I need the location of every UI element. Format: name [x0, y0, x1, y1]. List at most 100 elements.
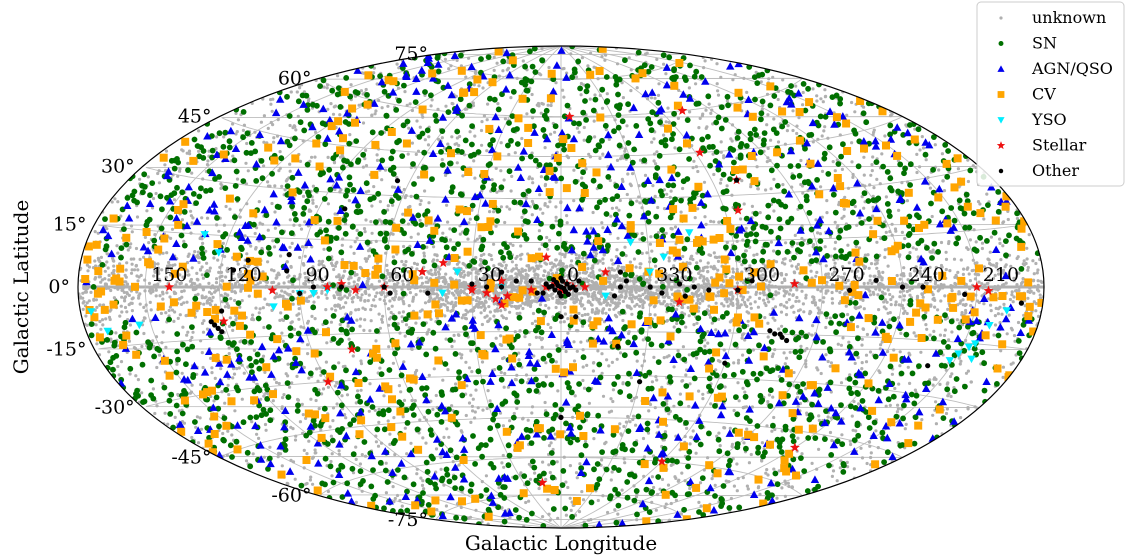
point-unknown	[105, 260, 109, 264]
point-unknown	[273, 210, 277, 214]
point-unknown	[450, 308, 454, 312]
point-unknown	[161, 297, 165, 301]
point-unknown	[601, 226, 605, 230]
point-unknown	[860, 343, 864, 347]
point-unknown	[588, 316, 592, 320]
point-unknown	[292, 327, 297, 331]
point-unknown	[628, 182, 632, 186]
point-unknown	[128, 323, 132, 327]
point-unknown	[585, 363, 589, 367]
point-unknown	[548, 200, 552, 204]
point-unknown	[733, 73, 737, 77]
point-unknown	[540, 345, 544, 349]
point-unknown	[700, 299, 704, 303]
point-unknown	[196, 441, 201, 445]
point-unknown	[264, 428, 268, 432]
point-unknown	[201, 177, 205, 181]
point-unknown	[124, 275, 128, 279]
point-unknown	[205, 301, 209, 305]
point-unknown	[226, 429, 230, 433]
point-unknown	[889, 297, 893, 302]
point-unknown	[538, 207, 542, 211]
point-unknown	[407, 304, 411, 308]
point-unknown	[222, 135, 226, 139]
point-unknown	[123, 305, 128, 310]
point-unknown	[153, 233, 157, 237]
point-unknown	[501, 69, 505, 73]
point-unknown	[446, 142, 450, 146]
point-unknown	[878, 182, 882, 186]
point-unknown	[713, 483, 717, 487]
point-unknown	[796, 436, 800, 440]
point-unknown	[113, 197, 117, 201]
point-unknown	[1035, 271, 1039, 275]
point-unknown	[772, 177, 776, 181]
point-unknown	[783, 289, 787, 293]
point-unknown	[974, 240, 978, 244]
point-unknown	[363, 230, 367, 234]
point-unknown	[299, 325, 303, 329]
point-unknown	[432, 245, 436, 249]
point-unknown	[163, 411, 167, 415]
point-unknown	[902, 266, 906, 270]
point-unknown	[580, 313, 584, 318]
point-unknown	[944, 411, 949, 416]
point-unknown	[914, 334, 918, 338]
point-unknown	[172, 319, 176, 323]
point-unknown	[290, 241, 294, 245]
point-unknown	[667, 256, 671, 260]
point-unknown	[348, 133, 352, 137]
point-unknown	[777, 287, 782, 291]
point-unknown	[835, 479, 839, 483]
point-unknown	[795, 295, 799, 300]
point-unknown	[442, 435, 446, 439]
point-unknown	[569, 297, 573, 301]
point-unknown	[698, 481, 703, 485]
point-unknown	[719, 150, 723, 154]
point-unknown	[193, 282, 197, 286]
point-unknown	[908, 288, 912, 292]
point-unknown	[753, 300, 757, 304]
point-unknown	[103, 282, 108, 286]
point-unknown	[648, 312, 652, 317]
point-unknown	[257, 436, 261, 440]
point-unknown	[972, 228, 976, 232]
point-unknown	[546, 247, 550, 251]
point-unknown	[580, 56, 585, 60]
point-unknown	[613, 508, 617, 512]
point-unknown	[228, 279, 232, 283]
point-unknown	[372, 298, 376, 302]
point-unknown	[764, 303, 768, 308]
point-unknown	[766, 146, 770, 150]
point-unknown	[766, 156, 770, 160]
point-unknown	[884, 230, 888, 234]
point-unknown	[944, 267, 948, 272]
point-unknown	[677, 289, 681, 293]
point-unknown	[853, 361, 857, 365]
point-unknown	[116, 200, 120, 204]
point-unknown	[460, 316, 464, 320]
point-unknown	[524, 196, 528, 200]
point-unknown	[579, 93, 583, 97]
point-unknown	[240, 397, 244, 401]
point-unknown	[958, 362, 962, 366]
point-unknown	[1010, 293, 1014, 297]
point-unknown	[855, 223, 859, 227]
point-unknown	[337, 361, 341, 365]
point-unknown	[215, 223, 219, 227]
point-unknown	[297, 277, 301, 281]
point-unknown	[477, 84, 481, 88]
point-unknown	[154, 335, 159, 339]
point-unknown	[650, 380, 655, 384]
point-unknown	[706, 261, 710, 265]
point-unknown	[116, 251, 120, 255]
point-unknown	[199, 339, 203, 343]
point-unknown	[645, 251, 649, 255]
point-unknown	[415, 472, 419, 476]
point-unknown	[280, 407, 284, 411]
point-unknown	[794, 84, 798, 88]
point-unknown	[138, 257, 142, 261]
point-unknown	[446, 285, 450, 289]
point-unknown	[819, 371, 823, 376]
point-unknown	[537, 104, 541, 108]
